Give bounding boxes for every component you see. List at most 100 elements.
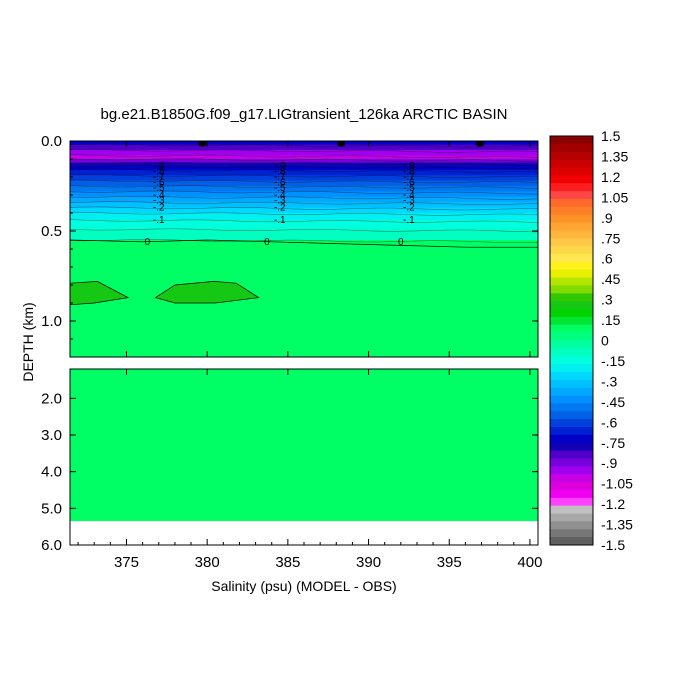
contour-line-8 (70, 179, 538, 184)
upper-layer-18 (70, 240, 538, 357)
colorbar-swatch-30 (550, 371, 593, 381)
lower-panel-data (70, 369, 538, 522)
lower-y-tick-label-3: 5.0 (41, 500, 62, 517)
colorbar-tick-label-2: 1.2 (601, 169, 621, 185)
colorbar-swatch-6 (550, 183, 593, 192)
x-axis-label: Salinity (psu) (MODEL - OBS) (211, 578, 397, 594)
zero-contour-line (70, 239, 538, 248)
contour-line-1 (70, 149, 538, 153)
upper-layer-5 (70, 162, 538, 167)
lower-y-tick-label-1: 3.0 (41, 427, 62, 444)
colorbar-swatch-16 (550, 261, 593, 271)
colorbar-swatch-3 (550, 159, 593, 168)
upper-layer-4 (70, 159, 538, 164)
closed-contour-0 (70, 281, 130, 306)
upper-panel-contours (70, 141, 538, 306)
upper-layer-6 (70, 166, 538, 171)
contour-label-1-1: -.8 (274, 167, 286, 178)
colorbar-tick-label-11: -.15 (601, 353, 625, 369)
colorbar-swatch-38 (550, 434, 593, 444)
colorbar-swatch-1 (550, 143, 593, 153)
contour-label-5-0: -.4 (153, 190, 165, 201)
colorbar-tick-label-6: .6 (601, 251, 613, 267)
chart-title: bg.e21.B1850G.f09_g17.LIGtransient_126ka… (100, 106, 508, 123)
x-tick-label-0: 375 (114, 554, 139, 571)
lower-y-tick-label-2: 4.0 (41, 464, 62, 481)
upper-layer-0 (70, 141, 538, 146)
colorbar: 1.5 1.35 1.2 1.05 .9 .75 .6 .45 .3 .15 0 -.15 -.3 -.4… (549, 128, 633, 553)
colorbar-swatch-5 (550, 175, 593, 184)
contour-label-7-0: -.2 (153, 203, 165, 214)
contour-line-0 (70, 143, 538, 148)
upper-layer-7 (70, 169, 538, 176)
contour-label-6-1: -.3 (274, 195, 286, 206)
contour-line-12 (70, 201, 538, 205)
contour-label-5-2: -.4 (403, 190, 415, 201)
contour-label-2-0: -.7 (153, 172, 165, 183)
colorbar-swatch-35 (550, 411, 593, 420)
colorbar-swatch-19 (550, 285, 593, 294)
colorbar-tick-label-4: .9 (601, 210, 613, 226)
colorbar-swatch-13 (550, 238, 593, 247)
colorbar-tick-label-18: -1.2 (601, 496, 625, 512)
colorbar-swatch-15 (550, 253, 593, 263)
contour-line-5 (70, 165, 538, 169)
colorbar-swatch-31 (550, 379, 593, 389)
colorbar-swatch-44 (550, 482, 593, 491)
colorbar-tick-label-3: 1.05 (601, 189, 628, 205)
colorbar-swatch-36 (550, 419, 593, 428)
contour-label-6-2: -.3 (403, 195, 415, 206)
upper-panel-contour-labels: -.9 -.9 -.9-.8 -.8 -.8-.7 -.7 -.7-.6 -.6 -.6-.5-… (145, 161, 415, 248)
colorbar-swatch-2 (550, 151, 593, 160)
colorbar-tick-label-20: -1.5 (601, 537, 625, 553)
colorbar-swatch-29 (550, 364, 593, 373)
upper-layer-3 (70, 155, 538, 160)
upper-layer-12 (70, 196, 538, 203)
colorbar-swatch-18 (550, 277, 593, 286)
colorbar-swatch-49 (550, 521, 593, 530)
colorbar-swatch-50 (550, 529, 593, 538)
contour-label-9-2: 0 (398, 237, 404, 248)
colorbar-swatch-51 (550, 537, 593, 546)
upper-layer-17 (70, 229, 538, 241)
colorbar-swatch-42 (550, 466, 593, 475)
colorbar-tick-label-8: .3 (601, 292, 613, 308)
colorbar-swatch-34 (550, 403, 593, 412)
contour-line-3 (70, 158, 538, 162)
contour-label-2-2: -.7 (403, 172, 415, 183)
contour-line-13 (70, 206, 538, 211)
upper-layer-8 (70, 175, 538, 182)
colorbar-swatch-14 (550, 246, 593, 255)
contour-label-3-2: -.6 (403, 177, 415, 188)
colorbar-swatch-40 (550, 450, 593, 459)
x-tick-label-3: 390 (356, 554, 381, 571)
surface-mark-0 (198, 141, 207, 147)
colorbar-swatch-32 (550, 387, 593, 396)
colorbar-swatch-7 (550, 191, 593, 200)
contour-label-5-1: -.4 (274, 190, 286, 201)
colorbar-tick-label-15: -.75 (601, 435, 625, 451)
colorbar-tick-label-7: .45 (601, 271, 621, 287)
x-tick-label-1: 380 (195, 554, 220, 571)
contour-label-9-1: 0 (264, 237, 270, 248)
upper-layer-16 (70, 220, 538, 230)
colorbar-frame (549, 135, 594, 546)
colorbar-swatch-45 (550, 489, 593, 499)
colorbar-tick-label-19: -1.35 (601, 517, 633, 533)
contour-line-15 (70, 219, 538, 223)
contour-line-6 (70, 168, 538, 173)
contour-label-9-0: 0 (145, 237, 151, 248)
colorbar-tick-label-14: -.6 (601, 414, 618, 430)
contour-label-4-2: -.5 (403, 183, 415, 194)
upper-y-tick-label-2: 1.0 (41, 313, 62, 330)
colorbar-tick-label-0: 1.5 (601, 128, 621, 144)
contour-line-17 (70, 239, 538, 243)
contour-line-14 (70, 211, 538, 216)
upper-layer-14 (70, 207, 538, 214)
colorbar-swatch-43 (550, 474, 593, 483)
closed-contour-1 (154, 281, 260, 304)
upper-y-tick-label-0: 0.0 (41, 133, 62, 150)
colorbar-tick-label-17: -1.05 (601, 476, 633, 492)
